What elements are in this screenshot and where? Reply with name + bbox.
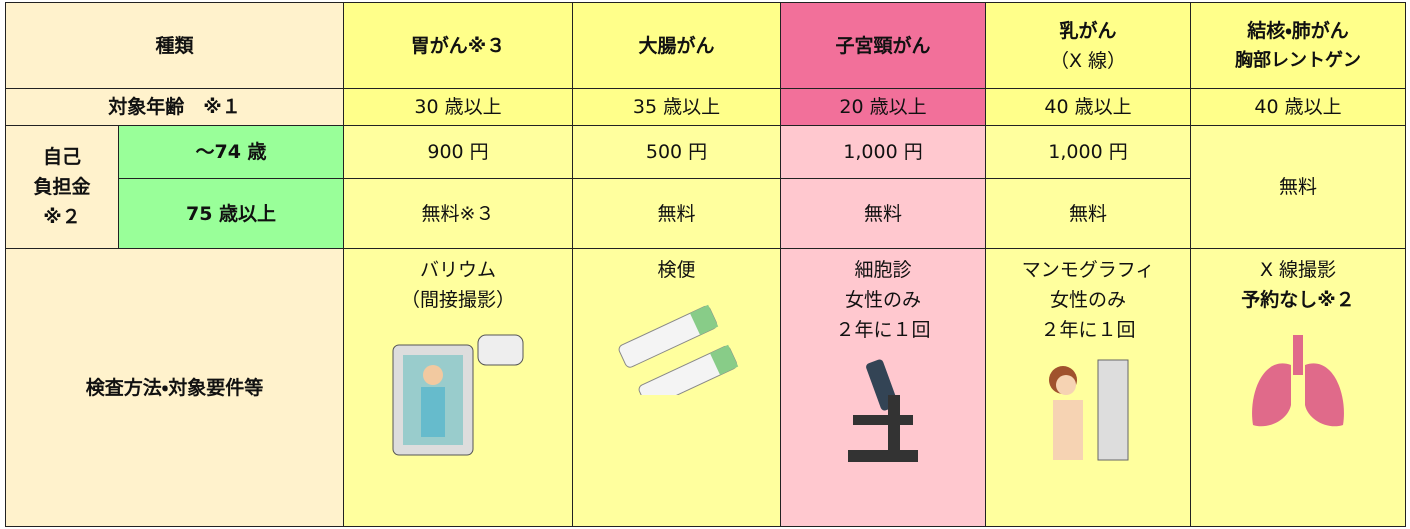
xray-illustration [392, 334, 524, 456]
cost-cell: 無料 [780, 178, 987, 249]
age-cell: 35 歳以上 [572, 88, 782, 126]
method-text: バリウム [420, 259, 497, 281]
header-text: 大腸がん [638, 34, 715, 57]
age-cell: 40 歳以上 [985, 88, 1192, 126]
method-text: 検便 [657, 259, 696, 281]
method-text: マンモグラフィ [1021, 259, 1155, 281]
cost-cell: 900 円 [343, 125, 574, 179]
cost-cell: 無料※３ [343, 178, 574, 249]
header-cell: 結核・肺がん 胸部レントゲン [1190, 2, 1407, 89]
header-text: 乳がん [1059, 19, 1117, 42]
header-cell: 子宮頸がん [780, 2, 987, 89]
header-cell: 大腸がん [572, 2, 782, 89]
method-text: （間接撮影） [401, 289, 516, 311]
cost-cell: 無料 [985, 178, 1192, 249]
screening-table: 種類 胃がん※３ 大腸がん 子宮頸がん 乳がん （X 線） 結核・肺がん 胸部レント… [4, 2, 1407, 527]
mammography-illustration [1049, 359, 1129, 461]
method-cell: X 線撮影予約なし※２ [1190, 248, 1407, 527]
method-cell: バリウム （間接撮影） [343, 248, 574, 527]
method-cell: 細胞診女性のみ ２年に１回 [780, 248, 987, 527]
cost-cell: 1,000 円 [780, 125, 987, 179]
method-text: ２年に１回 [835, 319, 931, 341]
header-text: （X 線） [1049, 49, 1127, 72]
method-text: 細胞診 [854, 259, 912, 281]
header-text: 胃がん※３ [410, 34, 506, 57]
method-label: 検査方法・対象要件等 [4, 248, 345, 527]
cost-label: 自己負担金 ※２ [5, 125, 119, 249]
header-label: 種類 [4, 2, 345, 89]
lungs-illustration [1252, 335, 1344, 427]
cost-cell: 500 円 [572, 125, 782, 179]
age-cell: 30 歳以上 [343, 88, 574, 126]
header-text: 胸部レントゲン [1235, 49, 1362, 71]
header-cell: 乳がん （X 線） [985, 2, 1192, 89]
method-cell: 検便 [572, 248, 782, 527]
method-text: 女性のみ [845, 289, 922, 311]
method-text: ２年に１回 [1040, 319, 1136, 341]
cost-cell: 1,000 円 [985, 125, 1192, 179]
cost-cell: 無料 [572, 178, 782, 249]
age-cell: 40 歳以上 [1190, 88, 1407, 126]
age-label: 対象年齢 ※１ [4, 88, 345, 126]
method-cell: マンモグラフィ 女性のみ ２年に１回 [985, 248, 1192, 527]
method-text: 予約なし※２ [1241, 289, 1355, 311]
stool-kit-illustration [618, 304, 738, 395]
method-text: X 線撮影 [1259, 259, 1337, 281]
cost-label-line: 負担金 [33, 176, 91, 198]
microscope-illustration [848, 359, 919, 462]
header-cell: 胃がん※３ [343, 2, 574, 89]
cost-cell: 無料 [1190, 125, 1407, 249]
age-cell: 20 歳以上 [780, 88, 987, 126]
cost-label-line: ※２ [43, 206, 81, 228]
header-text: 結核・肺がん [1247, 19, 1349, 42]
method-text: 女性のみ [1050, 289, 1127, 311]
cost-label-line: 自己 [42, 146, 81, 168]
cost-row-label: 〜74 歳 [117, 125, 345, 179]
header-text: 子宮頸がん [835, 34, 931, 57]
cost-row-label: 75 歳以上 [117, 178, 345, 249]
